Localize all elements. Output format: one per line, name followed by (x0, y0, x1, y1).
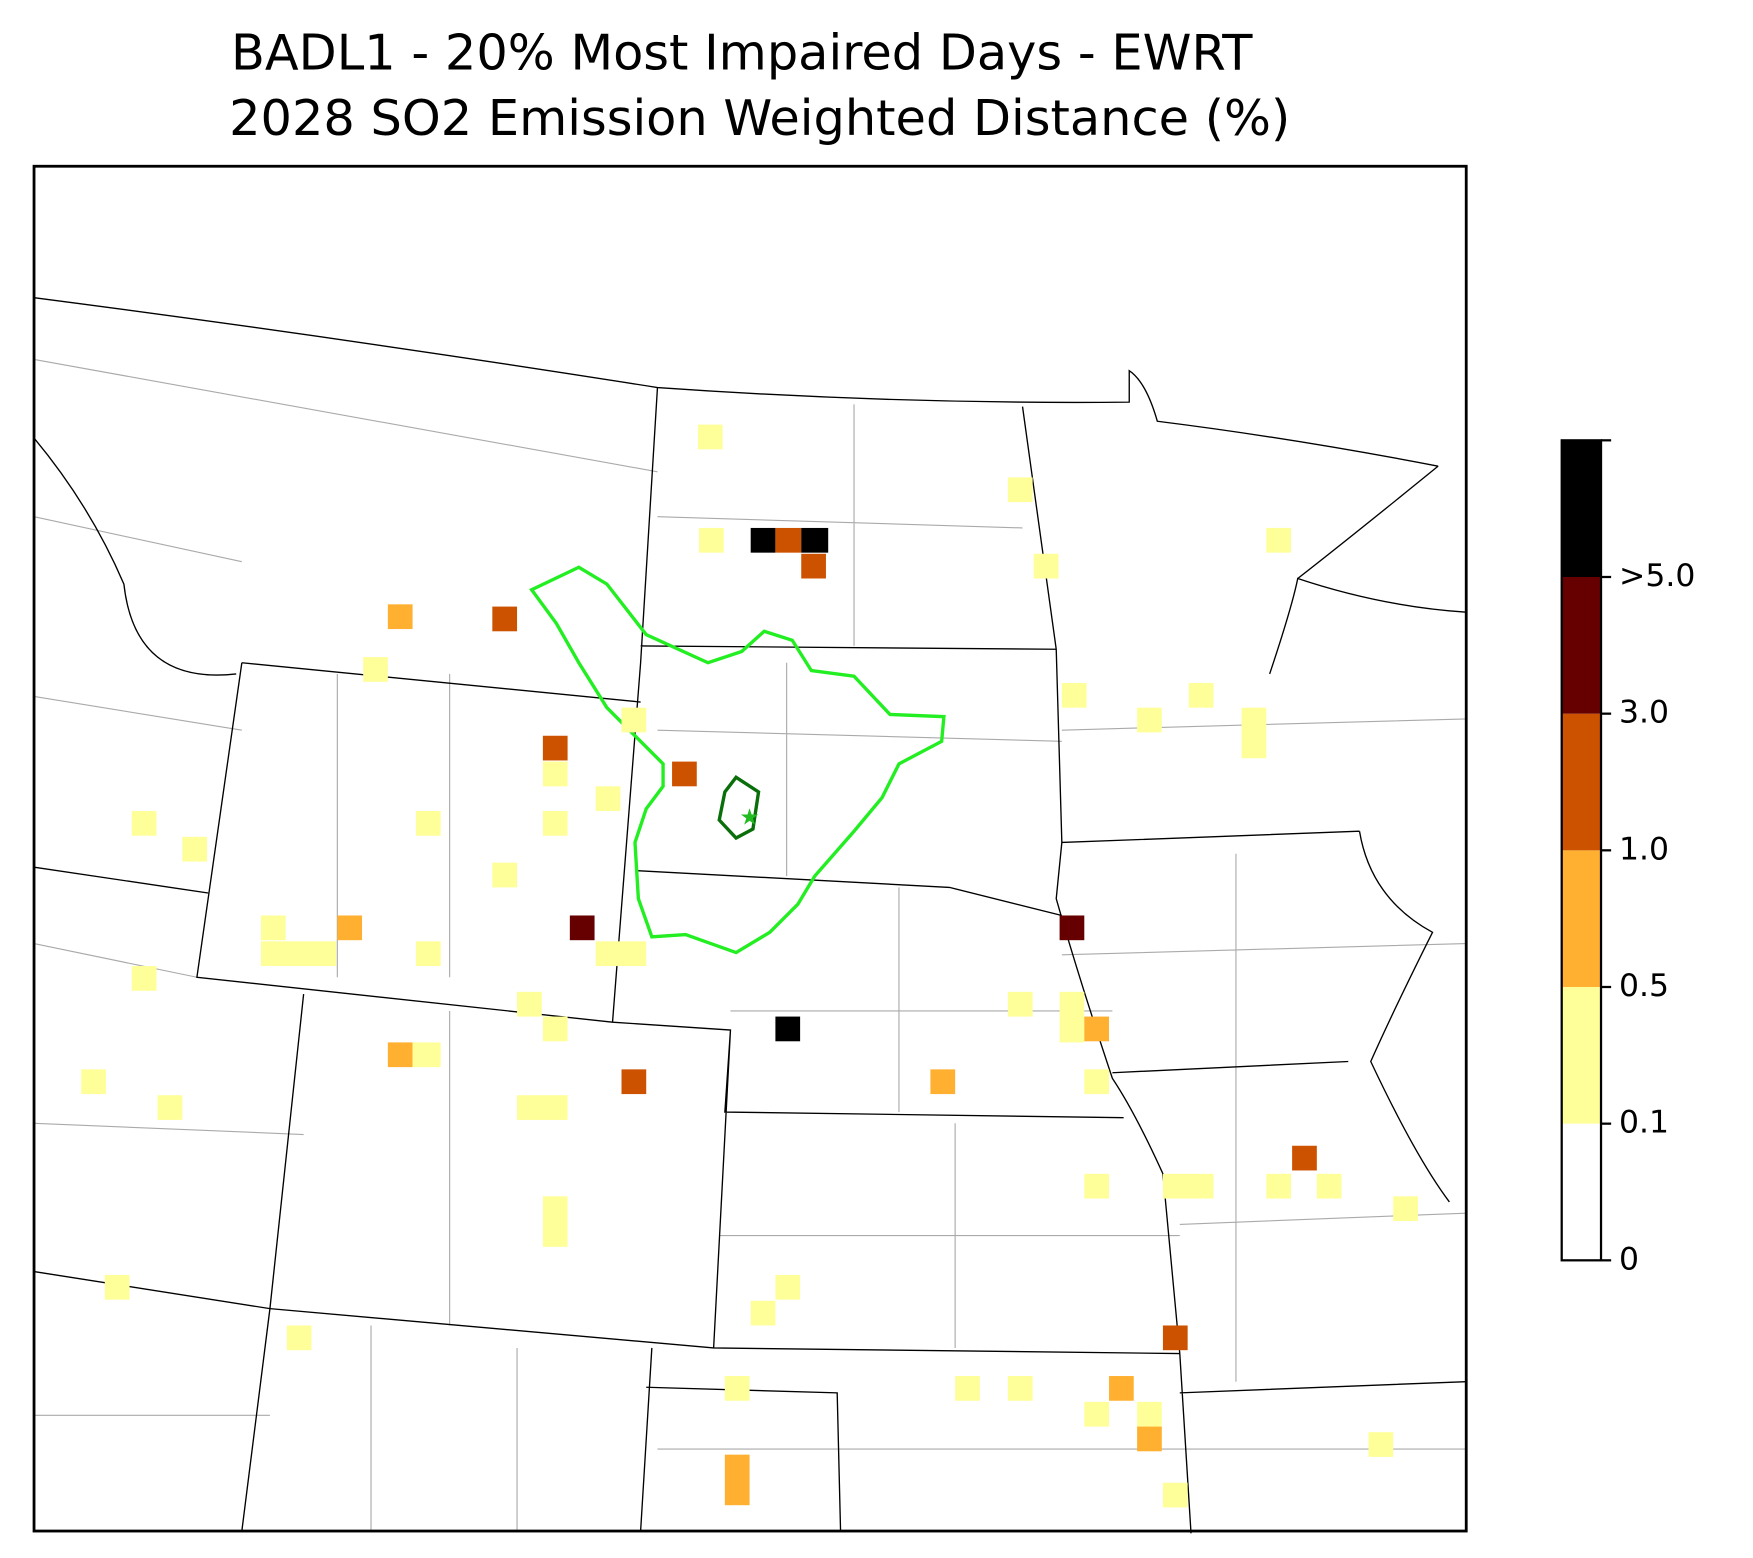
colorbar-tick-label: >5.0 (1619, 558, 1695, 594)
cell (412, 1042, 441, 1068)
cell (260, 941, 337, 967)
colorbar-bin (1561, 986, 1602, 1124)
cell (81, 1069, 106, 1095)
cell (387, 1042, 413, 1068)
cell (1137, 1426, 1162, 1452)
cell (104, 1274, 130, 1300)
cell (699, 527, 724, 553)
cell (1266, 1173, 1291, 1199)
cell (542, 811, 568, 836)
cell (1109, 1376, 1134, 1401)
cell (542, 735, 568, 761)
cell (363, 657, 388, 682)
contour-inner (717, 775, 761, 841)
cell (542, 1016, 568, 1042)
cell (1137, 1401, 1162, 1427)
colorbar-tick-label: 3.0 (1619, 695, 1669, 731)
cell (1162, 1173, 1214, 1199)
cell (337, 915, 363, 941)
cell (1059, 915, 1085, 941)
cell (542, 1196, 568, 1247)
cell (801, 553, 826, 579)
colorbar-bin (1561, 576, 1602, 714)
cell (517, 991, 542, 1017)
cell (1162, 1482, 1188, 1508)
cell (724, 1454, 750, 1506)
cell (492, 606, 518, 632)
cell (1393, 1196, 1418, 1222)
grid-cells (81, 424, 1418, 1508)
cell (157, 1095, 183, 1120)
cell (1033, 553, 1059, 579)
cell (1061, 682, 1087, 708)
cell (1007, 477, 1033, 503)
cell (1241, 707, 1267, 759)
cell (801, 527, 829, 553)
cell (1059, 991, 1085, 1043)
cell (1137, 707, 1162, 733)
cell (1316, 1173, 1342, 1199)
cell (492, 862, 518, 888)
cell (775, 1274, 801, 1300)
colorbar-tick-label: 1.0 (1619, 831, 1669, 867)
title: BADL1 - 20% Most Impaired Days - EWRT (231, 24, 1253, 82)
cell (1084, 1016, 1110, 1042)
colorbar-tick-label: 0.5 (1619, 968, 1669, 1004)
cell (750, 1300, 776, 1326)
state-lines (33, 297, 1467, 1534)
cell (621, 1069, 647, 1095)
cell (621, 707, 647, 733)
cell (182, 836, 208, 862)
cell (1084, 1401, 1110, 1427)
cell (595, 941, 647, 967)
cell (672, 761, 697, 787)
cell (260, 915, 286, 941)
cell (387, 604, 413, 630)
colorbar-bin (1561, 440, 1602, 577)
colorbar: 0 0.1 0.5 1.0 3.0 >5.0 (1560, 439, 1695, 1277)
colorbar-bin (1561, 1123, 1602, 1261)
cell (955, 1376, 980, 1401)
cell (697, 424, 723, 450)
cell (415, 811, 441, 836)
subtitle: 2028 SO2 Emission Weighted Distance (%) (229, 89, 1290, 147)
cell (131, 966, 157, 991)
site-marker: ★ (739, 804, 759, 830)
colorbar-tick-label: 0.1 (1619, 1105, 1669, 1141)
cell (1188, 682, 1214, 708)
contour-outer (529, 565, 946, 955)
colorbar-tick-label: 0 (1619, 1241, 1639, 1277)
cell (1368, 1432, 1394, 1457)
cell (131, 811, 157, 836)
cell (1162, 1325, 1188, 1351)
colorbar-bin (1561, 850, 1602, 987)
cell (1266, 527, 1291, 553)
cell (415, 941, 441, 967)
cell (1084, 1173, 1110, 1199)
cell (775, 1016, 801, 1042)
cell (930, 1069, 956, 1095)
cell (1007, 991, 1033, 1017)
cell (724, 1376, 750, 1401)
cell (517, 1095, 568, 1120)
cell (1292, 1145, 1317, 1171)
colorbar-bin (1561, 713, 1602, 851)
cell (1007, 1376, 1033, 1401)
cell (542, 761, 568, 787)
cell (1084, 1069, 1110, 1095)
cell (775, 527, 802, 553)
cell (750, 527, 776, 553)
cell (286, 1325, 312, 1351)
cell (569, 915, 595, 941)
map-frame (32, 164, 1468, 1533)
cell (595, 786, 621, 812)
map: ★ (32, 164, 1468, 1534)
map-frame-bg (34, 166, 1467, 1532)
